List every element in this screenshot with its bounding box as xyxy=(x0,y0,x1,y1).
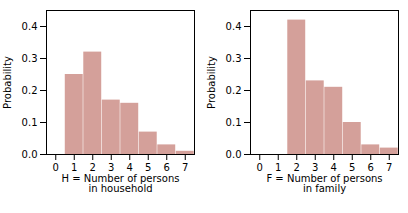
svg-text:3: 3 xyxy=(312,162,318,173)
svg-text:0.0: 0.0 xyxy=(226,149,242,160)
svg-text:0.4: 0.4 xyxy=(226,21,242,32)
svg-text:H = Number of personsin househ: H = Number of personsin household xyxy=(62,173,180,194)
svg-text:1: 1 xyxy=(275,162,281,173)
svg-text:0: 0 xyxy=(257,162,263,173)
svg-text:5: 5 xyxy=(349,162,355,173)
svg-text:6: 6 xyxy=(164,162,170,173)
svg-text:0.1: 0.1 xyxy=(226,117,242,128)
svg-text:Probability: Probability xyxy=(206,56,217,109)
svg-text:6: 6 xyxy=(368,162,374,173)
svg-text:1: 1 xyxy=(71,162,77,173)
svg-text:2: 2 xyxy=(90,162,96,173)
svg-text:4: 4 xyxy=(127,162,133,173)
svg-text:7: 7 xyxy=(386,162,392,173)
svg-text:0.3: 0.3 xyxy=(22,53,38,64)
svg-text:3: 3 xyxy=(108,162,114,173)
svg-text:7: 7 xyxy=(182,162,188,173)
svg-text:Probability: Probability xyxy=(2,56,13,109)
svg-text:2: 2 xyxy=(294,162,300,173)
svg-text:F = Number of personsin family: F = Number of personsin family xyxy=(266,173,382,194)
svg-text:0.1: 0.1 xyxy=(22,117,38,128)
svg-text:0.2: 0.2 xyxy=(22,85,38,96)
svg-text:0.0: 0.0 xyxy=(22,149,38,160)
svg-text:0.2: 0.2 xyxy=(226,85,242,96)
svg-text:0.3: 0.3 xyxy=(226,53,242,64)
svg-text:4: 4 xyxy=(331,162,337,173)
svg-text:5: 5 xyxy=(145,162,151,173)
svg-text:0.4: 0.4 xyxy=(22,21,38,32)
svg-text:0: 0 xyxy=(53,162,59,173)
